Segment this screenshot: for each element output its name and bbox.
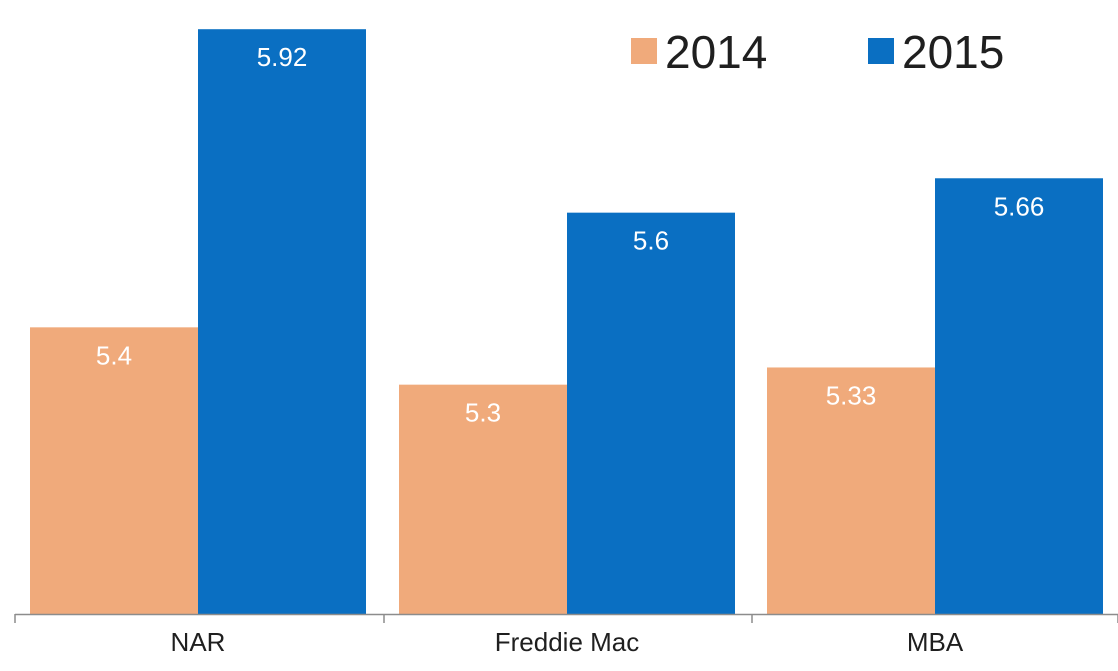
category-label-nar: NAR — [171, 627, 226, 657]
bars-layer — [30, 29, 1103, 614]
category-labels-layer: NAR Freddie Mac MBA — [171, 627, 964, 657]
bar-2015-freddie-mac — [567, 212, 735, 614]
data-label-2015-freddie-mac: 5.6 — [633, 226, 669, 256]
data-labels-layer: 5.4 5.92 5.3 5.6 5.33 5.66 — [96, 42, 1044, 427]
data-label-2014-freddie-mac: 5.3 — [465, 398, 501, 428]
bar-2014-nar — [30, 327, 198, 614]
bar-2014-mba — [767, 367, 935, 614]
legend: 2014 2015 — [631, 26, 1004, 78]
bar-2015-nar — [198, 29, 366, 614]
data-label-2014-nar: 5.4 — [96, 340, 132, 370]
data-label-2014-mba: 5.33 — [826, 380, 877, 410]
legend-swatch-2014 — [631, 38, 657, 64]
legend-label-2015: 2015 — [902, 26, 1004, 78]
category-label-mba: MBA — [907, 627, 964, 657]
bar-2015-mba — [935, 178, 1103, 614]
legend-label-2014: 2014 — [665, 26, 767, 78]
data-label-2015-nar: 5.92 — [257, 42, 308, 72]
legend-swatch-2015 — [868, 38, 894, 64]
bar-2014-freddie-mac — [399, 384, 567, 614]
category-label-freddie-mac: Freddie Mac — [495, 627, 640, 657]
x-axis — [14, 613, 1118, 623]
data-label-2015-mba: 5.66 — [994, 191, 1045, 221]
